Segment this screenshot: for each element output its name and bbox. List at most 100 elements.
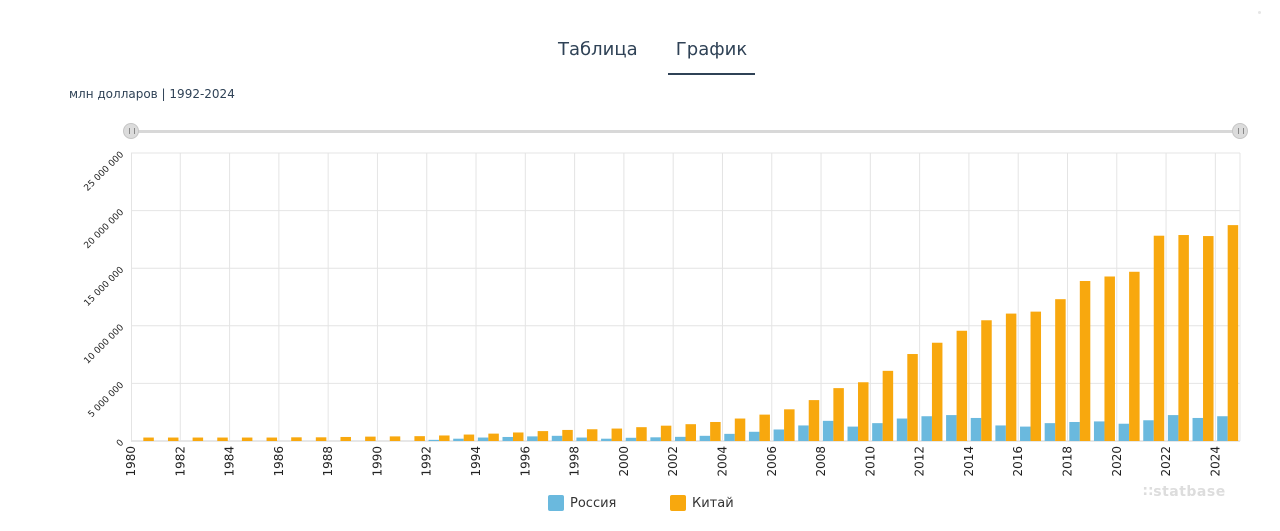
bar-china	[882, 370, 894, 441]
legend-swatch-china	[670, 495, 686, 511]
tab-chart-label: График	[675, 39, 748, 60]
bar-china	[463, 434, 475, 441]
bar-china	[956, 330, 968, 441]
x-tick-label: 2018	[1060, 446, 1074, 477]
legend-item-russia[interactable]: Россия	[548, 494, 616, 512]
bar-china	[907, 354, 918, 441]
bar-russia	[798, 425, 809, 441]
watermark-text: statbase	[1153, 484, 1226, 500]
bar-china	[636, 427, 647, 441]
bar-china	[784, 409, 795, 441]
bar-china	[291, 437, 302, 441]
bar-russia	[699, 435, 711, 441]
tab-chart[interactable]: График	[668, 38, 755, 75]
bar-russia	[601, 438, 612, 441]
tab-table[interactable]: Таблица	[558, 39, 638, 60]
bar-russia	[995, 425, 1006, 441]
x-tick-label: 2010	[863, 446, 877, 477]
unit-label: млн долларов | 1992-2024	[69, 87, 235, 101]
bar-russia	[527, 436, 538, 441]
bar-china	[266, 437, 278, 441]
bar-china	[217, 437, 228, 441]
x-tick-label: 1996	[518, 446, 532, 477]
x-tick-label: 1986	[272, 446, 286, 477]
x-tick-label: 1994	[469, 446, 483, 477]
bar-china	[710, 421, 721, 441]
range-slider-right-handle[interactable]	[1232, 123, 1248, 139]
bar-china	[586, 429, 598, 441]
bar-russia	[921, 416, 932, 441]
x-tick-label: 1982	[173, 446, 187, 477]
bar-china	[1104, 276, 1115, 441]
bar-russia	[822, 420, 834, 441]
bar-china	[1178, 235, 1189, 441]
x-tick-label: 1990	[370, 446, 384, 477]
x-tick-label: 2014	[962, 446, 976, 477]
x-tick-label: 2012	[913, 446, 927, 477]
bar-china	[241, 437, 253, 441]
bar-russia	[724, 433, 735, 441]
x-tick-label: 2016	[1011, 446, 1025, 477]
range-slider-left-handle[interactable]	[123, 123, 139, 139]
bar-china	[537, 431, 549, 441]
legend-swatch-russia	[548, 495, 564, 511]
bar-china	[389, 436, 401, 441]
bar-russia	[1020, 426, 1031, 441]
bar-russia	[896, 418, 908, 441]
y-tick-label: 20 000 000	[83, 207, 127, 251]
bar-china	[759, 414, 770, 441]
bar-china	[808, 400, 820, 441]
bar-china	[143, 437, 154, 441]
bar-china	[365, 436, 376, 441]
bar-russia	[625, 437, 637, 441]
bar-russia	[1143, 420, 1154, 441]
bar-china	[1203, 236, 1214, 441]
x-tick-label: 1988	[321, 446, 335, 477]
x-tick-label: 1980	[124, 446, 138, 477]
bar-china	[315, 437, 327, 441]
active-tab-indicator	[668, 73, 755, 75]
bar-russia	[1044, 423, 1056, 441]
y-tick-label: 25 000 000	[83, 150, 127, 194]
bar-china	[1129, 271, 1140, 441]
bar-russia	[946, 415, 957, 441]
bar-russia	[1093, 421, 1105, 441]
bar-china	[439, 435, 450, 441]
bar-russia	[773, 429, 785, 441]
x-tick-label: 1992	[420, 446, 434, 477]
bar-china	[340, 436, 351, 441]
bar-china	[1005, 313, 1017, 441]
bar-russia	[477, 437, 489, 441]
bar-russia	[502, 436, 513, 441]
bar-russia	[1069, 421, 1080, 441]
bar-russia	[551, 435, 563, 441]
range-slider-track[interactable]	[131, 130, 1240, 133]
bar-china	[685, 424, 696, 441]
x-tick-label: 1998	[568, 446, 582, 477]
bar-russia	[970, 417, 982, 441]
x-tick-label: 1984	[223, 446, 237, 477]
bar-china	[1055, 299, 1066, 441]
bar-russia	[1167, 415, 1179, 441]
legend-item-china[interactable]: Китай	[670, 494, 734, 512]
bar-china	[660, 425, 672, 441]
bar-china	[1153, 235, 1165, 441]
statbase-watermark: ∷statbase	[1143, 484, 1226, 500]
bar-russia	[1118, 423, 1130, 441]
x-tick-label: 2020	[1110, 446, 1124, 477]
bar-china	[562, 429, 573, 441]
bar-china	[833, 388, 844, 441]
y-tick-label: 0	[115, 438, 126, 449]
y-tick-label: 15 000 000	[83, 265, 127, 309]
bar-russia	[847, 426, 859, 441]
bar-russia	[650, 437, 661, 441]
bar-russia	[1192, 417, 1204, 441]
legend-label-china: Китай	[692, 495, 734, 511]
corner-dot	[1258, 11, 1261, 14]
legend-label-russia: Россия	[570, 495, 617, 511]
bar-china	[931, 342, 943, 441]
bar-china	[1079, 280, 1091, 441]
bar-russia	[675, 436, 686, 441]
bar-china	[167, 437, 179, 441]
